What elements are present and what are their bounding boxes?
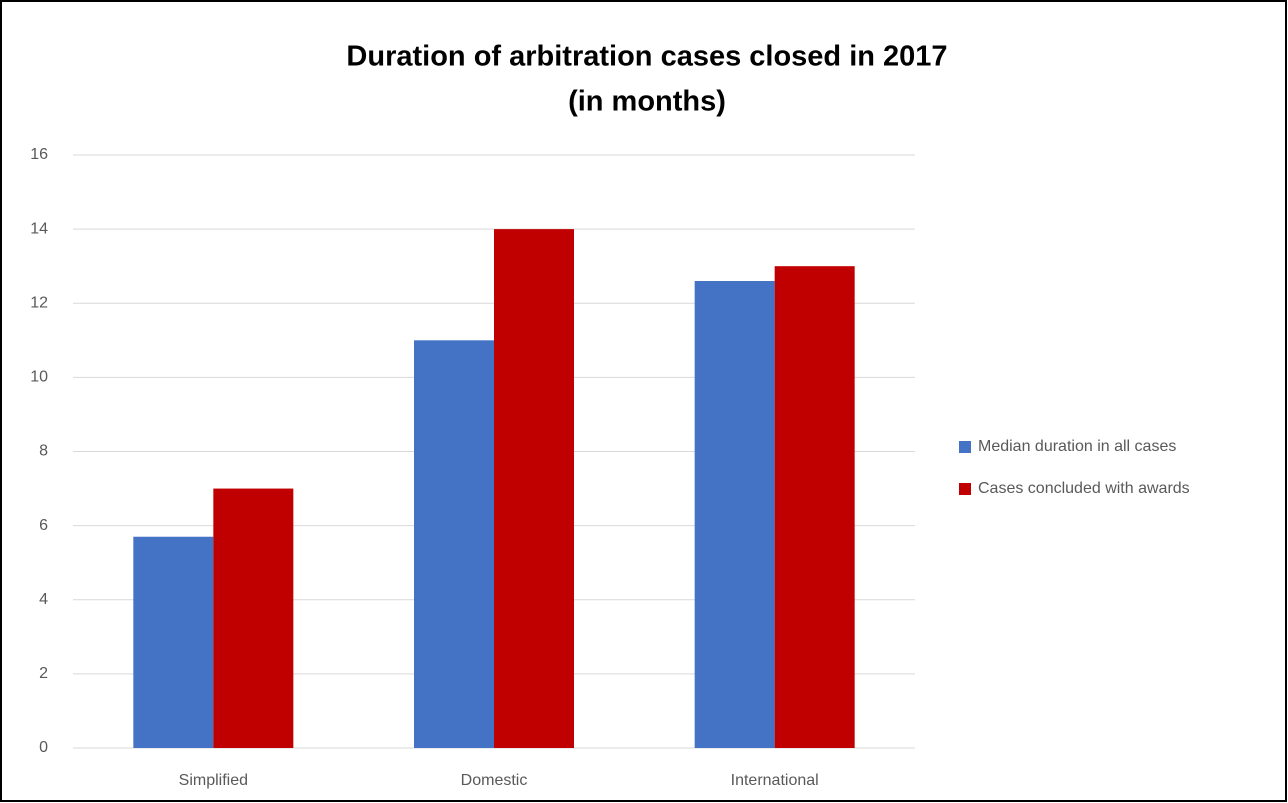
legend-label: Median duration in all cases xyxy=(978,438,1176,455)
y-tick-label: 0 xyxy=(39,739,48,756)
y-tick-label: 16 xyxy=(30,146,48,163)
chart-title: (in months) xyxy=(568,86,726,118)
y-tick-label: 6 xyxy=(39,517,48,534)
bar xyxy=(774,266,855,748)
legend-swatch xyxy=(959,483,971,495)
bar xyxy=(494,229,574,748)
y-tick-label: 12 xyxy=(30,294,48,311)
chart-title: Duration of arbitration cases closed in … xyxy=(346,41,947,73)
bar xyxy=(414,340,494,748)
bar xyxy=(694,281,775,748)
bar xyxy=(133,536,214,748)
y-tick-label: 4 xyxy=(39,591,48,608)
bar xyxy=(213,488,294,748)
y-tick-label: 2 xyxy=(39,665,48,682)
y-tick-label: 8 xyxy=(39,443,48,460)
x-tick-label: Domestic xyxy=(461,772,528,789)
x-tick-label: International xyxy=(731,772,819,789)
legend-swatch xyxy=(959,441,971,453)
legend-label: Cases concluded with awards xyxy=(978,480,1190,497)
x-tick-label: Simplified xyxy=(179,772,248,789)
y-tick-label: 14 xyxy=(30,220,48,237)
y-tick-label: 10 xyxy=(30,369,48,386)
